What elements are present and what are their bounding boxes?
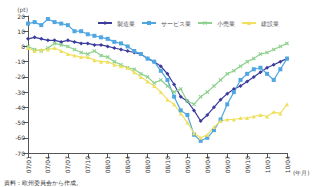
svg-text:0: 0: [21, 43, 25, 50]
svg-text:20: 20: [17, 13, 25, 20]
svg-text:-10: -10: [15, 58, 25, 65]
svg-text:08/10: 08/10: [164, 156, 171, 173]
svg-text:資料：欧州委員会から作成。: 資料：欧州委員会から作成。: [4, 179, 82, 187]
svg-text:小売業: 小売業: [217, 20, 235, 27]
svg-text:09/01: 09/01: [184, 156, 191, 173]
svg-text:07/10: 07/10: [84, 156, 91, 173]
svg-text:07/07: 07/07: [64, 156, 71, 173]
svg-text:(pt): (pt): [17, 5, 28, 13]
svg-text:10/01: 10/01: [264, 156, 271, 173]
svg-text:-40: -40: [15, 104, 25, 111]
svg-text:-20: -20: [15, 73, 25, 80]
svg-text:09/10: 09/10: [244, 156, 251, 173]
svg-text:07/01: 07/01: [25, 156, 32, 173]
svg-text:09/07: 09/07: [224, 156, 231, 173]
svg-text:08/01: 08/01: [104, 156, 111, 173]
svg-text:建設業: 建設業: [260, 20, 279, 27]
svg-text:-50: -50: [15, 119, 25, 126]
svg-text:10/04: 10/04: [284, 156, 291, 173]
svg-text:08/04: 08/04: [124, 156, 131, 173]
svg-text:-60: -60: [15, 134, 25, 141]
svg-text:08/07: 08/07: [144, 156, 151, 173]
svg-text:-30: -30: [15, 89, 25, 96]
svg-text:製造業: 製造業: [117, 20, 135, 27]
svg-text:07/04: 07/04: [44, 156, 51, 173]
svg-text:(年月): (年月): [293, 169, 310, 176]
svg-text:サービス業: サービス業: [161, 20, 191, 27]
svg-text:-70: -70: [15, 150, 25, 157]
svg-text:09/04: 09/04: [204, 156, 211, 173]
svg-text:10: 10: [17, 28, 25, 35]
